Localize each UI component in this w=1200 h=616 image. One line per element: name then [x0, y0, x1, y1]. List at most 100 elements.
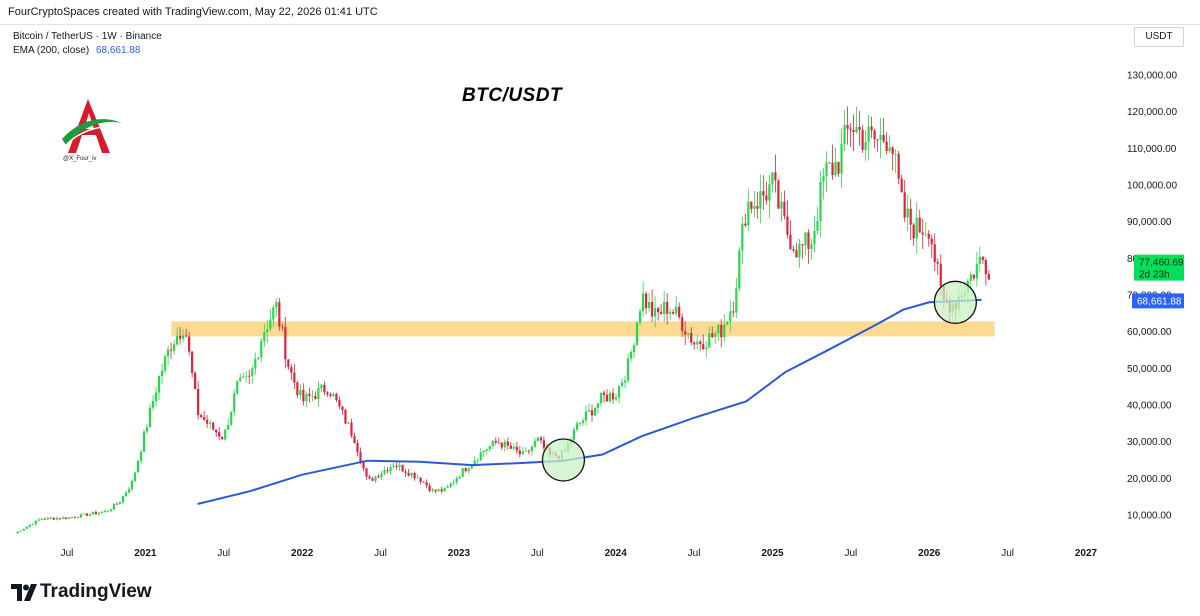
candle-body	[936, 261, 939, 264]
candle-body	[209, 422, 212, 424]
candle-body	[626, 358, 630, 381]
y-tick-label: 30,000.00	[1127, 437, 1172, 448]
candle-body	[356, 442, 359, 453]
ema-price-label: 68,661.88	[1137, 296, 1182, 307]
ema-series	[197, 298, 982, 505]
candle-body	[572, 429, 576, 440]
candle-body	[819, 181, 822, 221]
candle-body	[22, 528, 25, 531]
candle-body	[434, 489, 437, 492]
candle-body	[699, 341, 702, 345]
candle-body	[843, 125, 846, 144]
candle-body	[467, 468, 470, 472]
candle-body	[284, 327, 287, 360]
symbol-legend[interactable]: Bitcoin / TetherUS · 1W · Binance	[13, 31, 162, 42]
y-tick-label: 110,000.00	[1127, 144, 1177, 155]
candle-body	[488, 445, 491, 450]
candle-body	[837, 161, 840, 174]
candle-body	[882, 134, 885, 142]
x-axis[interactable]: Jul 2021 Jul 2022 Jul 2023 Jul 2024 Jul 2025 Jul 20…	[61, 548, 1098, 559]
candle-body	[810, 244, 813, 249]
y-tick-label: 50,000.00	[1127, 364, 1172, 375]
candle-body	[392, 465, 395, 467]
y-tick-label: 90,000.00	[1127, 217, 1172, 228]
x-tick-label: 2027	[1075, 548, 1098, 559]
candle-body	[305, 393, 308, 402]
candle-body	[449, 483, 452, 487]
candle-body	[58, 518, 61, 520]
price-chart[interactable]: 10,000.00 20,000.00 30,000.00 40,000.00 50,0…	[0, 25, 1200, 573]
candle-body	[233, 393, 236, 412]
candle-body	[136, 460, 140, 473]
candle-body	[332, 393, 335, 396]
candle-body	[617, 386, 621, 398]
candle-body	[494, 440, 497, 443]
candle-body	[825, 162, 828, 177]
x-tick-label: Jul	[374, 548, 387, 559]
candle-body	[648, 302, 651, 309]
candle-body	[801, 244, 804, 246]
candlestick-series	[16, 106, 990, 534]
candle-body	[723, 324, 726, 338]
candle-body	[175, 335, 179, 345]
tradingview-brand[interactable]: TradingView	[40, 581, 152, 602]
candle-body	[221, 436, 224, 440]
candle-body	[115, 503, 119, 505]
candle-body	[714, 333, 717, 337]
candle-body	[218, 432, 221, 437]
candle-body	[972, 274, 975, 279]
candle-body	[981, 256, 984, 261]
candle-body	[795, 250, 798, 258]
currency-selector[interactable]: USDT	[1134, 27, 1184, 47]
candle-body	[533, 440, 536, 447]
candle-body	[254, 358, 257, 369]
candle-body	[67, 517, 70, 520]
candle-body	[359, 452, 362, 463]
candle-body	[200, 415, 203, 418]
candle-body	[139, 451, 143, 461]
candle-body	[470, 464, 473, 469]
x-tick-label: 2025	[761, 548, 784, 559]
candle-body	[632, 345, 636, 353]
candle-body	[296, 382, 299, 396]
y-tick-label: 100,000.00	[1127, 181, 1177, 192]
tradingview-logo-icon[interactable]	[10, 581, 38, 605]
chart-credit: FourCryptoSpaces created with TradingVie…	[8, 6, 378, 18]
candle-body	[918, 217, 921, 233]
candle-body	[735, 288, 738, 313]
candle-body	[28, 524, 31, 527]
candle-body	[870, 126, 873, 131]
author-handle: @X_Four_iv	[63, 156, 97, 162]
candle-body	[323, 384, 326, 393]
candle-body	[308, 393, 311, 397]
candle-body	[380, 473, 383, 478]
x-tick-label: Jul	[844, 548, 857, 559]
candle-body	[212, 422, 215, 430]
candle-body	[930, 238, 933, 245]
candle-body	[765, 195, 768, 201]
candle-body	[179, 335, 182, 339]
candle-body	[840, 143, 843, 174]
ema-legend[interactable]: EMA (200, close) 68,661.88	[13, 45, 140, 56]
candle-body	[317, 388, 320, 400]
candle-body	[79, 514, 82, 518]
y-tick-label: 40,000.00	[1127, 401, 1172, 412]
candle-body	[266, 329, 269, 332]
last-price-label: 77,460.69	[1139, 258, 1184, 269]
last-price-badge	[1134, 254, 1184, 281]
candle-body	[368, 476, 371, 479]
candle-body	[855, 126, 858, 133]
candle-body	[461, 468, 464, 477]
candle-body	[876, 139, 879, 141]
candle-body	[386, 470, 389, 472]
candle-body	[651, 302, 654, 317]
candle-body	[654, 308, 657, 317]
candle-body	[858, 126, 861, 130]
candle-body	[894, 153, 897, 155]
candle-body	[476, 460, 479, 462]
x-tick-label: Jul	[217, 548, 230, 559]
candle-body	[596, 403, 600, 408]
candle-body	[780, 201, 783, 209]
candle-body	[864, 141, 867, 150]
candle-body	[142, 431, 146, 452]
